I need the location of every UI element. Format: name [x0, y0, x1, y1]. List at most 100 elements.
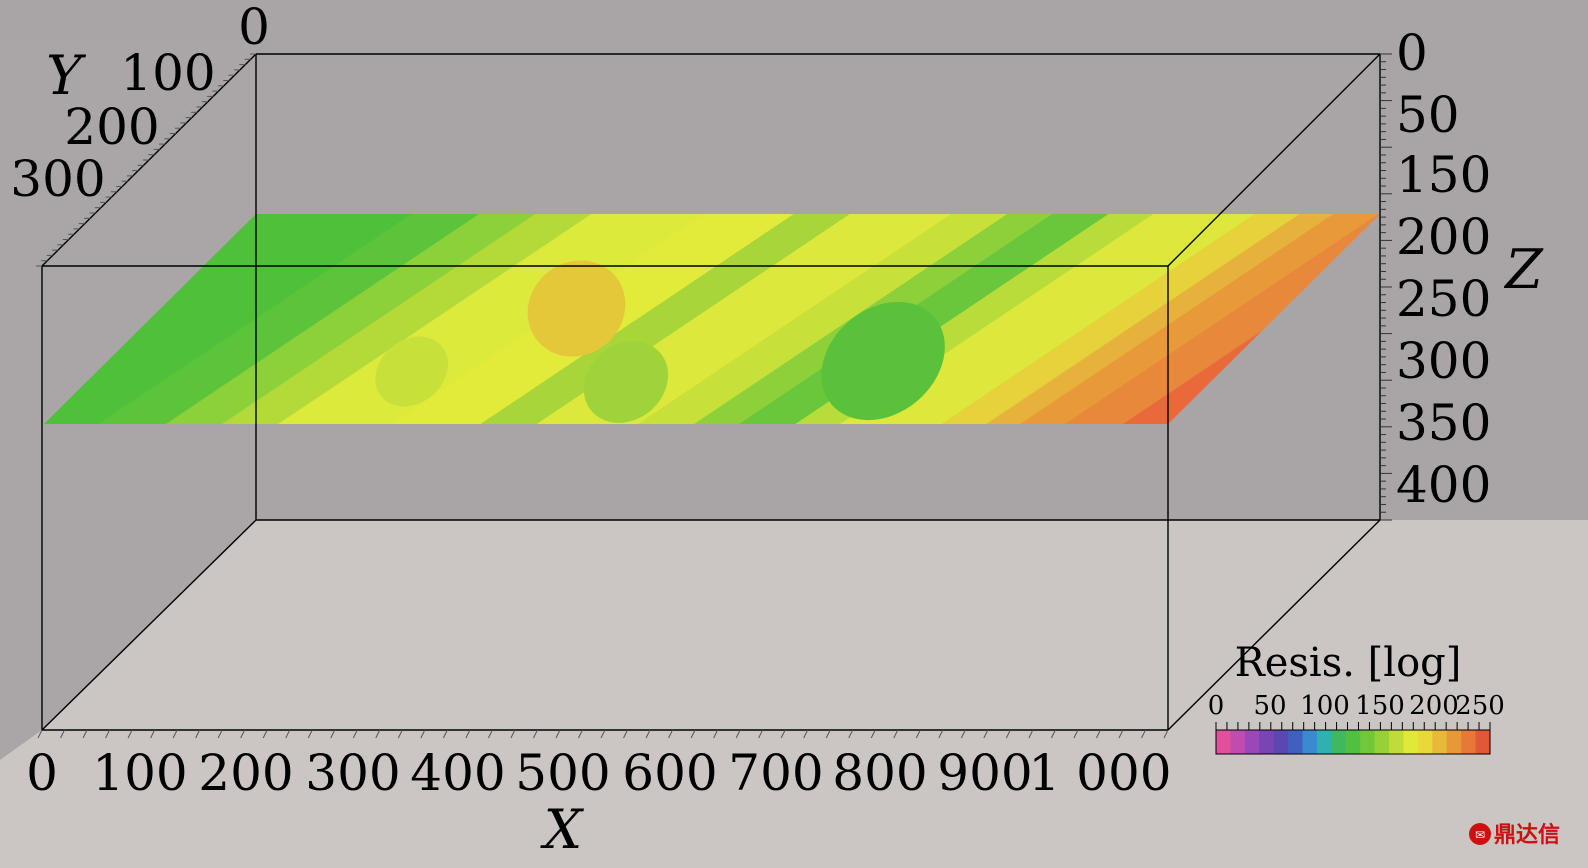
x-minor-tick	[1163, 729, 1169, 739]
z-axis-title: Z	[1503, 238, 1544, 301]
x-minor-tick	[105, 729, 111, 739]
x-tick-label: 0	[26, 744, 58, 802]
z-tick-label: 350	[1396, 394, 1491, 452]
colorbar-swatch	[1345, 730, 1361, 754]
x-minor-tick	[690, 729, 696, 739]
colorbar-tick-label: 100	[1300, 691, 1350, 721]
colorbar-swatch	[1331, 730, 1347, 754]
x-minor-tick	[600, 729, 606, 739]
slice-patch	[527, 260, 626, 357]
y-tick-label: 0	[238, 0, 270, 56]
colorbar: Resis. [log] 0 50 100 150 200 250	[1208, 640, 1505, 755]
x-tick-label: 800	[832, 744, 927, 802]
colorbar-swatch	[1302, 730, 1318, 754]
x-minor-tick	[803, 729, 809, 739]
x-minor-tick	[893, 729, 899, 739]
x-minor-tick	[848, 729, 854, 739]
watermark-text: 鼎达信	[1494, 822, 1560, 848]
colorbar-swatch	[1461, 730, 1477, 754]
x-minor-tick	[1095, 729, 1101, 739]
x-minor-tick	[37, 729, 43, 739]
x-minor-tick	[262, 729, 268, 739]
x-minor-tick	[645, 729, 651, 739]
colorbar-tick-label: 50	[1253, 691, 1286, 721]
watermark: ✉ 鼎达信	[1469, 822, 1560, 848]
x-minor-tick	[172, 729, 178, 739]
x-minor-tick	[1028, 729, 1034, 739]
slice-patch	[375, 336, 449, 407]
colorbar-gradient	[1216, 730, 1491, 754]
x-minor-tick	[555, 729, 561, 739]
x-minor-tick	[195, 729, 201, 739]
x-minor-tick	[420, 729, 426, 739]
x-tick-label: 900	[937, 744, 1032, 802]
x-axis-minor-ticks	[37, 729, 1169, 739]
x-minor-tick	[915, 729, 921, 739]
x-minor-tick	[127, 729, 133, 739]
z-tick-label: 0	[1396, 24, 1428, 82]
x-tick-label: 1 000	[1028, 744, 1171, 802]
slice-patch	[583, 341, 669, 423]
colorbar-swatch	[1389, 730, 1404, 754]
y-tick-label: 300	[10, 150, 105, 208]
x-minor-tick	[82, 729, 88, 739]
x-minor-tick	[465, 729, 471, 739]
x-minor-tick	[780, 729, 786, 739]
x-minor-tick	[938, 729, 944, 739]
x-minor-tick	[983, 729, 989, 739]
colorbar-tick-label: 250	[1455, 691, 1505, 721]
x-minor-tick	[307, 729, 313, 739]
x-minor-tick	[150, 729, 156, 739]
x-minor-tick	[825, 729, 831, 739]
x-minor-tick	[668, 729, 674, 739]
x-minor-tick	[532, 729, 538, 739]
x-minor-tick	[735, 729, 741, 739]
colorbar-frame	[1215, 729, 1491, 755]
slice-band	[984, 214, 1339, 424]
x-minor-tick	[240, 729, 246, 739]
x-minor-tick	[217, 729, 223, 739]
colorbar-title: Resis. [log]	[1235, 640, 1462, 686]
colorbar-tick-label: 150	[1355, 691, 1405, 721]
x-tick-label: 700	[728, 744, 823, 802]
colorbar-swatch	[1432, 730, 1448, 754]
x-tick-label: 600	[622, 744, 717, 802]
x-minor-tick	[1118, 729, 1124, 739]
x-minor-tick	[487, 729, 493, 739]
colorbar-tick-label: 200	[1409, 691, 1459, 721]
x-minor-tick	[60, 729, 65, 739]
x-axis-title: X	[540, 798, 585, 861]
y-tick-label: 100	[120, 44, 215, 102]
colorbar-swatch	[1244, 730, 1260, 754]
x-minor-tick	[713, 729, 719, 739]
colorbar-minor-ticks	[1215, 722, 1491, 730]
colorbar-swatch	[1360, 730, 1376, 754]
x-tick-label: 500	[515, 744, 610, 802]
x-tick-label: 200	[198, 744, 293, 802]
x-minor-tick	[870, 729, 876, 739]
x-minor-tick	[510, 729, 516, 739]
watermark-logo-icon	[1469, 823, 1491, 845]
x-minor-tick	[1073, 729, 1079, 739]
x-minor-tick	[1050, 729, 1056, 739]
y-tick-label: 200	[64, 98, 159, 156]
colorbar-swatch	[1417, 730, 1433, 754]
x-minor-tick	[330, 729, 336, 739]
x-minor-tick	[1141, 729, 1146, 739]
x-tick-label: 300	[305, 744, 400, 802]
z-tick-label: 300	[1396, 332, 1491, 390]
x-minor-tick	[397, 729, 403, 739]
z-tick-label: 150	[1396, 146, 1491, 204]
x-minor-tick	[758, 729, 764, 739]
x-minor-tick	[960, 729, 966, 739]
colorbar-swatch	[1216, 730, 1231, 754]
colorbar-swatch	[1230, 730, 1246, 754]
slice-band	[1018, 214, 1380, 424]
colorbar-swatch	[1446, 730, 1462, 754]
x-minor-tick	[623, 729, 628, 739]
z-tick-label: 400	[1396, 456, 1491, 514]
colorbar-swatch	[1374, 730, 1390, 754]
colorbar-swatch	[1273, 730, 1289, 754]
slice-patch	[821, 301, 945, 421]
